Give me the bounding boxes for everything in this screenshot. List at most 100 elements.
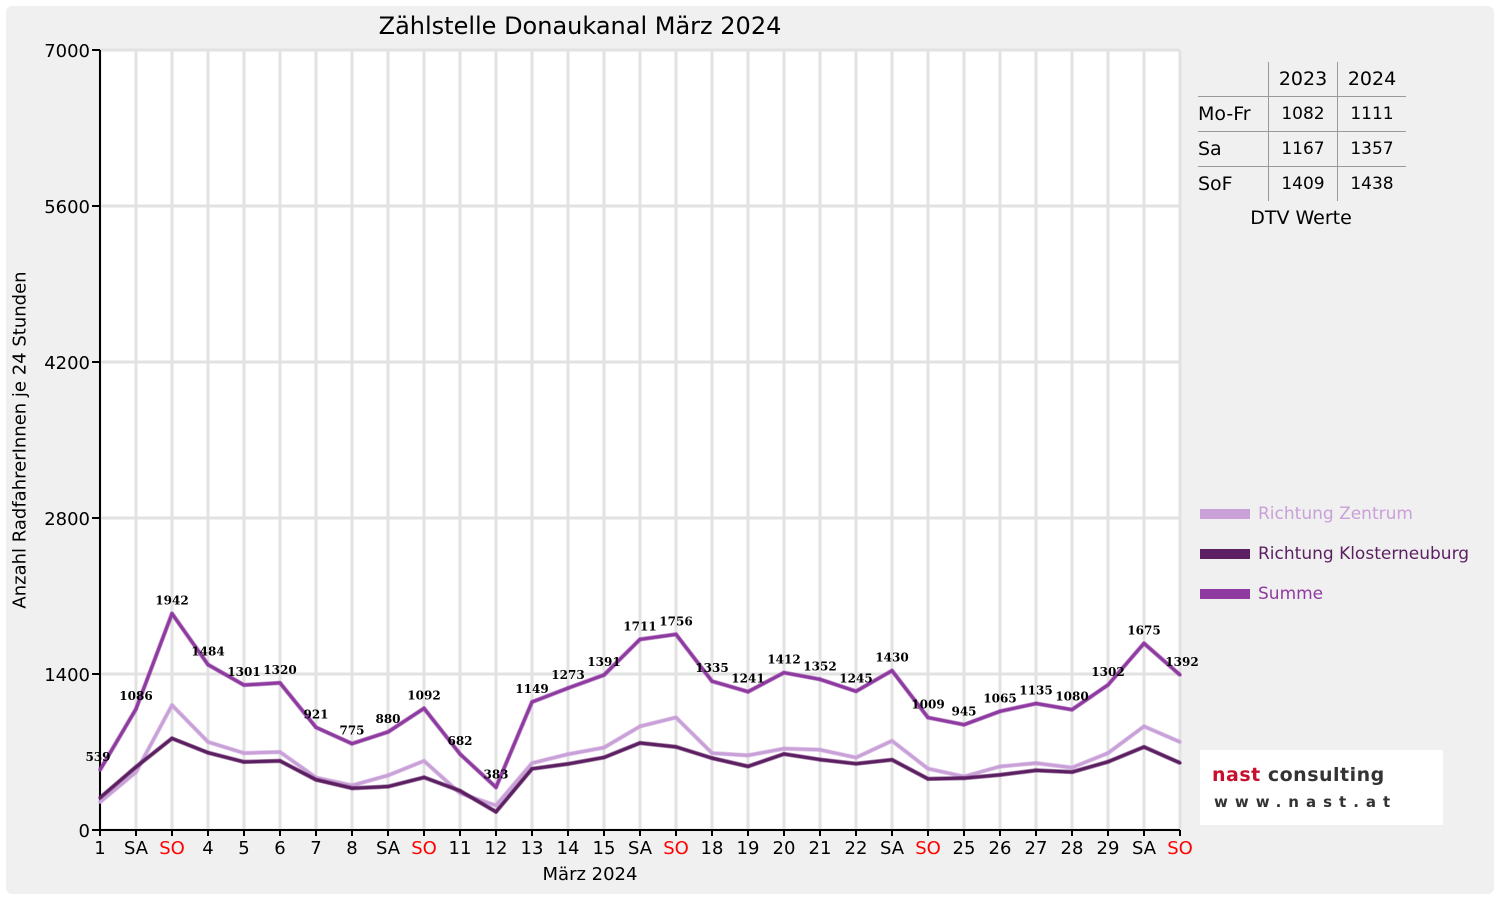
data-point [854, 689, 858, 693]
dtv-cell: 1082 [1268, 96, 1338, 132]
data-point [926, 777, 930, 781]
dtv-year-2023: 2023 [1268, 62, 1338, 97]
data-point [710, 756, 714, 760]
data-point [530, 700, 534, 704]
x-tick-label: SO [1167, 838, 1193, 859]
x-tick-label: 7 [310, 838, 321, 859]
data-label: 1320 [263, 663, 296, 677]
data-point [278, 750, 282, 754]
x-tick-label: 28 [1061, 838, 1084, 859]
legend: Richtung Zentrum Richtung Klosterneuburg… [1200, 494, 1469, 614]
y-tick-label: 0 [79, 821, 90, 842]
dtv-year-2024: 2024 [1337, 62, 1406, 97]
data-label: 945 [951, 705, 976, 719]
x-tick-label: 27 [1025, 838, 1048, 859]
nast-consulting-logo: nast consulting www.nast.at [1200, 750, 1443, 825]
x-tick-label: SO [915, 838, 941, 859]
x-tick-label: 15 [593, 838, 616, 859]
data-point [782, 671, 786, 675]
data-point [566, 686, 570, 690]
data-point [422, 775, 426, 780]
y-tick-label: 2800 [44, 509, 90, 530]
data-point [998, 773, 1002, 777]
data-point [1142, 745, 1146, 749]
data-point [746, 690, 750, 694]
legend-swatch [1200, 549, 1250, 559]
data-point [638, 741, 642, 745]
data-point [890, 669, 894, 673]
data-point [242, 751, 246, 755]
x-tick-label: SA [124, 838, 149, 859]
data-point [602, 745, 606, 750]
legend-swatch [1200, 509, 1250, 519]
data-point [638, 637, 642, 641]
data-point [1034, 761, 1038, 765]
data-point [674, 745, 678, 749]
legend-item-klosterneuburg: Richtung Klosterneuburg [1200, 534, 1469, 574]
data-point [1142, 641, 1146, 645]
x-tick-label: 1 [94, 838, 105, 859]
x-tick-label: 13 [521, 838, 544, 859]
data-point [566, 762, 570, 766]
data-point [818, 748, 822, 752]
data-point [458, 752, 462, 756]
data-label: 921 [303, 707, 328, 721]
data-point [530, 767, 534, 771]
logo-name: nast consulting [1212, 764, 1385, 786]
data-point [422, 706, 426, 710]
data-point [1106, 683, 1110, 687]
data-point [1106, 760, 1110, 764]
data-point [278, 681, 282, 685]
x-tick-label: 12 [485, 838, 508, 859]
legend-swatch [1200, 589, 1250, 599]
data-point [1142, 724, 1146, 728]
data-point [206, 751, 210, 755]
x-tick-label: 29 [1097, 838, 1120, 859]
x-tick-label: 21 [809, 838, 832, 859]
data-label: 1065 [983, 691, 1016, 705]
data-point [1178, 740, 1182, 744]
data-label: 1301 [227, 665, 260, 679]
data-label: 1086 [119, 689, 152, 703]
data-point [494, 803, 498, 808]
data-point [1178, 673, 1182, 677]
data-point [242, 760, 246, 764]
data-point [998, 709, 1002, 713]
data-label: 539 [85, 750, 110, 764]
data-point [854, 755, 858, 760]
legend-label: Richtung Klosterneuburg [1258, 544, 1470, 564]
x-tick-label: SO [159, 838, 185, 859]
data-label: 1942 [155, 594, 188, 608]
data-point [350, 786, 354, 790]
data-label: 1135 [1019, 684, 1052, 698]
dtv-cell: 1409 [1268, 166, 1338, 201]
data-point [782, 747, 786, 751]
data-point [206, 740, 210, 744]
data-point [1034, 768, 1038, 772]
data-label: 1080 [1055, 690, 1088, 704]
x-axis-label: März 2024 [542, 864, 638, 885]
x-tick-label: 14 [557, 838, 580, 859]
data-point [1070, 708, 1074, 712]
data-label: 1009 [911, 698, 944, 712]
x-tick-label: 8 [346, 838, 357, 859]
data-point [386, 773, 390, 778]
data-point [566, 752, 570, 756]
data-label: 1092 [407, 688, 440, 702]
x-tick-label: 11 [449, 838, 472, 859]
dtv-table: 2023 2024 Mo-Fr 1082 1111 Sa 1167 1357 S… [1198, 62, 1406, 229]
data-point [494, 785, 498, 789]
dtv-caption: DTV Werte [1250, 207, 1352, 229]
data-point [782, 752, 786, 756]
data-label: 1352 [803, 659, 836, 673]
data-point [890, 758, 894, 762]
data-point [422, 759, 426, 763]
data-point [98, 768, 102, 772]
logo-word-nast: nast [1212, 764, 1268, 786]
legend-label: Richtung Zentrum [1258, 504, 1413, 524]
data-point [926, 767, 930, 771]
data-point [314, 778, 318, 782]
data-label: 1756 [659, 614, 692, 628]
data-point [170, 612, 174, 616]
